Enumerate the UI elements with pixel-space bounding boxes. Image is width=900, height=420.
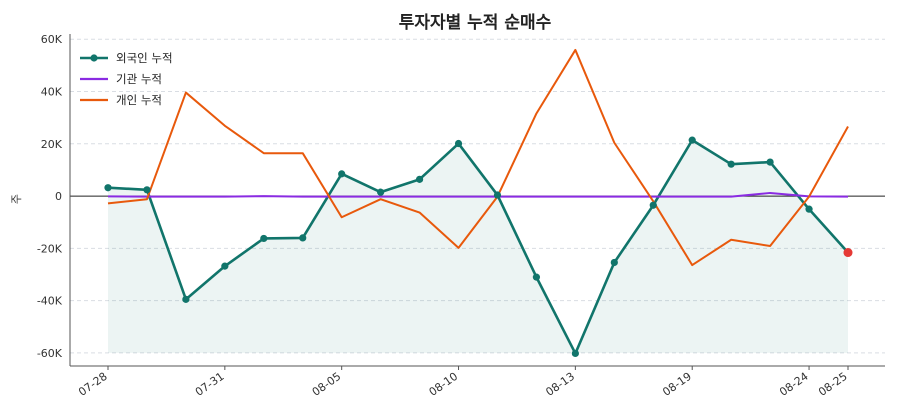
x-tick-label: 07-31 (193, 370, 227, 399)
x-tick-label: 08-19 (660, 370, 694, 399)
data-point (571, 349, 579, 358)
y-tick-label: 60K (41, 33, 63, 46)
data-point (143, 186, 151, 194)
grid-layer (70, 38, 885, 354)
data-point (610, 258, 618, 267)
data-point (688, 136, 696, 144)
data-point (493, 191, 502, 199)
series-line (107, 138, 849, 355)
data-point (649, 201, 657, 209)
x-tick-label: 07-28 (76, 370, 110, 399)
data-point (338, 170, 346, 178)
data-point (805, 205, 813, 213)
x-tick-label: 08-13 (543, 370, 577, 399)
data-point (299, 234, 307, 242)
data-point (221, 262, 229, 270)
legend-label: 개인 누적 (116, 93, 162, 107)
y-tick-label: -40K (37, 295, 63, 308)
data-point (454, 139, 463, 148)
data-point (182, 295, 190, 303)
x-tick-label: 08-05 (310, 370, 344, 399)
legend-label: 기관 누적 (116, 72, 162, 86)
y-tick-label: -60K (37, 347, 63, 360)
data-point (260, 234, 268, 243)
series-fill-area (108, 140, 848, 354)
fill-layer (108, 140, 848, 354)
chart-title: 투자자별 누적 순매수 (399, 13, 552, 33)
legend-label: 외국인 누적 (116, 51, 173, 65)
marker-layer (104, 136, 853, 358)
data-point (532, 273, 541, 281)
legend-marker (90, 54, 98, 62)
series-layer (107, 48, 849, 355)
y-tick-label: 0 (55, 190, 62, 203)
y-tick-label: 40K (41, 86, 63, 99)
data-point (727, 160, 735, 168)
x-tick-label: 08-10 (427, 370, 461, 399)
data-point (415, 175, 424, 183)
data-point (377, 188, 385, 196)
data-point (766, 158, 774, 166)
y-tick-label: 20K (41, 138, 63, 151)
data-point (104, 184, 112, 192)
series-line (107, 191, 849, 198)
y-axis-label: 주 (10, 194, 23, 204)
last-point-marker (843, 248, 853, 258)
series-line (107, 48, 849, 267)
y-tick-label: -20K (37, 242, 63, 255)
x-tick-label: 08-25 (816, 370, 850, 399)
x-tick-label: 08-24 (777, 370, 811, 399)
